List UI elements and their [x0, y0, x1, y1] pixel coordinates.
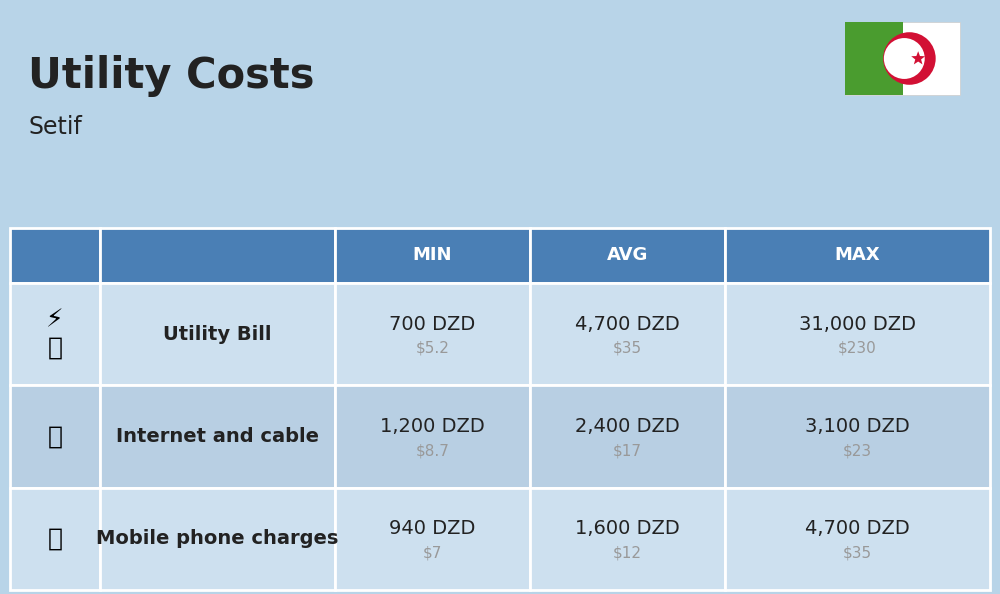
Text: 3,100 DZD: 3,100 DZD: [805, 417, 910, 436]
Text: 1,600 DZD: 1,600 DZD: [575, 519, 680, 538]
Polygon shape: [10, 488, 100, 590]
Circle shape: [883, 32, 936, 85]
Polygon shape: [530, 488, 725, 590]
Polygon shape: [911, 51, 925, 64]
Polygon shape: [725, 283, 990, 386]
Text: $35: $35: [843, 545, 872, 560]
Text: 700 DZD: 700 DZD: [389, 315, 476, 334]
Polygon shape: [725, 488, 990, 590]
Polygon shape: [10, 283, 100, 386]
Polygon shape: [725, 228, 990, 283]
Text: Utility Costs: Utility Costs: [28, 55, 314, 97]
Text: $230: $230: [838, 341, 877, 356]
Polygon shape: [10, 228, 100, 283]
Polygon shape: [530, 228, 725, 283]
Polygon shape: [845, 22, 902, 95]
Text: 4,700 DZD: 4,700 DZD: [805, 519, 910, 538]
Text: $12: $12: [613, 545, 642, 560]
Text: 4,700 DZD: 4,700 DZD: [575, 315, 680, 334]
Text: 940 DZD: 940 DZD: [389, 519, 476, 538]
Text: 31,000 DZD: 31,000 DZD: [799, 315, 916, 334]
Text: AVG: AVG: [607, 247, 648, 264]
Text: 2,400 DZD: 2,400 DZD: [575, 417, 680, 436]
Polygon shape: [100, 386, 335, 488]
Polygon shape: [725, 386, 990, 488]
Text: Setif: Setif: [28, 115, 82, 139]
Text: MIN: MIN: [413, 247, 452, 264]
Polygon shape: [100, 488, 335, 590]
Text: $8.7: $8.7: [416, 443, 449, 458]
Circle shape: [884, 38, 925, 79]
Text: $17: $17: [613, 443, 642, 458]
Polygon shape: [10, 386, 100, 488]
Polygon shape: [100, 228, 335, 283]
Text: $23: $23: [843, 443, 872, 458]
Text: ⚡
🔌: ⚡ 🔌: [46, 308, 64, 360]
Polygon shape: [335, 283, 530, 386]
Text: $7: $7: [423, 545, 442, 560]
Polygon shape: [335, 488, 530, 590]
Text: $5.2: $5.2: [416, 341, 449, 356]
Text: 1,200 DZD: 1,200 DZD: [380, 417, 485, 436]
Text: Utility Bill: Utility Bill: [163, 325, 272, 344]
Text: $35: $35: [613, 341, 642, 356]
Text: 📱: 📱: [48, 527, 62, 551]
Polygon shape: [335, 228, 530, 283]
Polygon shape: [530, 283, 725, 386]
Polygon shape: [845, 22, 960, 95]
Text: 📶: 📶: [48, 425, 62, 448]
Polygon shape: [530, 386, 725, 488]
Polygon shape: [335, 386, 530, 488]
Text: Mobile phone charges: Mobile phone charges: [96, 529, 339, 548]
Polygon shape: [100, 283, 335, 386]
Text: Internet and cable: Internet and cable: [116, 427, 319, 446]
Text: MAX: MAX: [835, 247, 880, 264]
